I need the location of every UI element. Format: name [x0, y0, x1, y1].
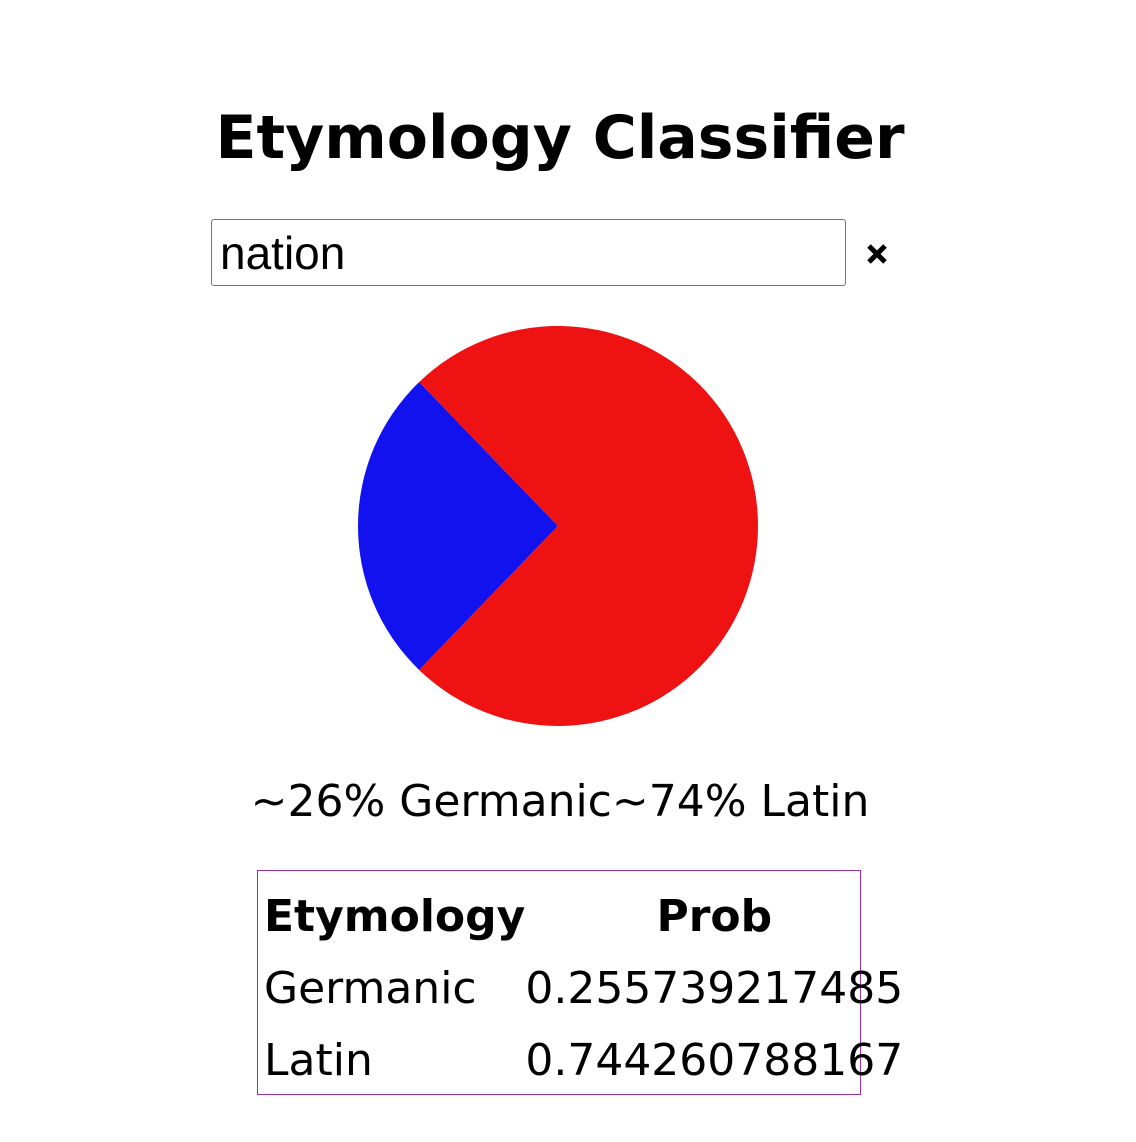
summary-germanic: ~26% Germanic — [250, 776, 612, 827]
clear-button[interactable] — [857, 233, 897, 273]
header-etymology: Etymology — [264, 891, 526, 942]
results-table-container: Etymology Prob Germanic 0.255739217485 L… — [257, 870, 903, 1095]
table-header-row: Etymology Prob — [264, 881, 903, 953]
pie-slice-latin — [419, 326, 758, 726]
close-icon — [867, 244, 887, 264]
pie-chart-svg — [358, 326, 758, 726]
summary-latin: ~74% Latin — [611, 776, 870, 827]
header-prob: Prob — [656, 891, 773, 942]
row-etymology: Germanic — [264, 963, 477, 1014]
results-table: Etymology Prob Germanic 0.255739217485 L… — [264, 881, 903, 1097]
probability-summary: ~26% Germanic~74% Latin — [0, 772, 1120, 832]
page-title: Etymology Classifier — [215, 103, 905, 173]
search-input[interactable] — [211, 219, 846, 286]
row-prob: 0.744260788167 — [525, 1035, 904, 1086]
table-row: Latin 0.744260788167 — [264, 1025, 903, 1097]
etymology-pie-chart — [357, 325, 759, 727]
table-row: Germanic 0.255739217485 — [264, 953, 903, 1025]
search-row — [211, 219, 911, 287]
pie-slice-germanic — [358, 382, 558, 670]
row-etymology: Latin — [264, 1035, 373, 1086]
row-prob: 0.255739217485 — [525, 963, 904, 1014]
